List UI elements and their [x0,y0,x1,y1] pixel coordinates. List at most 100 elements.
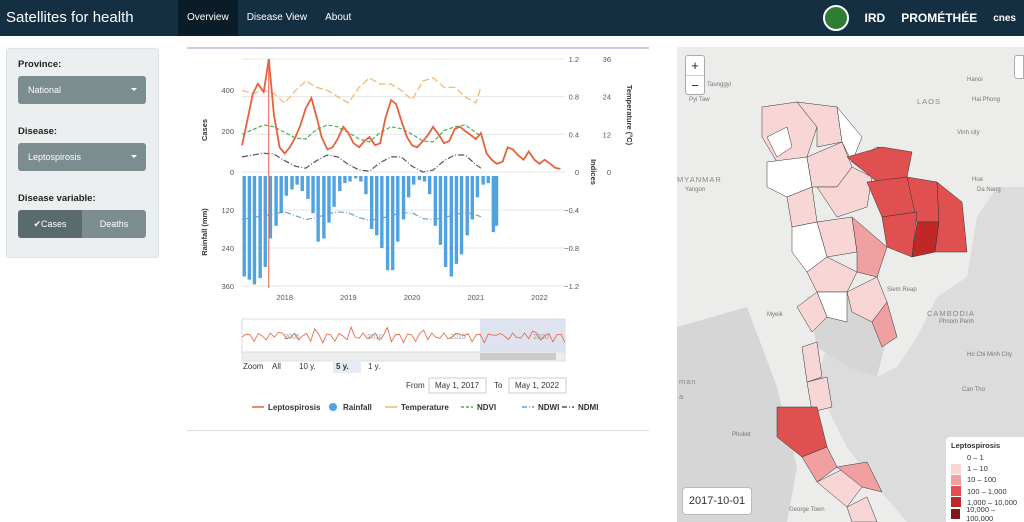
tab-disease-view[interactable]: Disease View [246,12,308,23]
zoom-out-button[interactable]: − [686,75,704,94]
indices-tick-label: 1.2 [569,55,579,64]
disease-value: Leptospirosis [28,152,82,162]
map-place-label: Vinh city [957,130,980,136]
chart-panel: 1.2 0.8 0.4 0 −0.4 −0.8 −1.2 36 24 12 0 400 200 0 120 2… [187,45,649,432]
rainfall-bar [396,176,400,242]
rainfall-bar [449,176,453,277]
temperature-tick-label: 36 [603,55,611,64]
rainfall-bar [427,176,432,195]
rainfall-bar [375,176,379,236]
temperature-tick-label: 24 [603,93,611,102]
navbar: Satellites for health surveillance Overv… [0,0,1024,62]
rainfall-bar [491,176,496,233]
to-date-value: May 1, 2022 [515,381,560,390]
legend-label: 10 – 100 [967,475,997,485]
navigator-tick-label: 2020 [533,334,549,341]
rainfall-bar [475,176,480,198]
rainfall-bar [486,176,490,184]
navigator-tick-label: 2010 [367,334,383,341]
indices-tick-label: 0.8 [569,93,579,102]
legend-rainfall-marker [329,403,337,411]
rainfall-bar [348,176,352,182]
check-icon: ✔ [33,219,42,229]
legend-row: 10 – 100 [951,474,1019,485]
navigator-series-line [241,325,566,344]
tab-about[interactable]: About [325,12,352,23]
rainfall-bar [470,176,475,220]
sidebar-panel: Province: National Disease: Leptospirosi… [6,48,159,258]
disease-select[interactable]: Leptospirosis [18,143,146,171]
legend-row: 100 – 1,000 [951,486,1019,497]
chart-divider [187,430,649,431]
province-shapes[interactable] [761,101,968,522]
legend-item-label: NDMI [578,403,598,412]
x-tick-label: 2019 [340,293,357,302]
rainfall-bar [454,176,459,264]
legend-row: 1,000 – 10,000 [951,497,1019,508]
indices-tick-label: −0.8 [564,244,579,253]
zoom-button: All [272,362,281,371]
legend-item-label: Temperature [401,403,449,412]
cnes-logo: cnes [993,12,1016,24]
rainfall-bar [494,176,499,226]
rainfall-bar [417,176,422,180]
map-panel[interactable]: + − LAOS MYANMAR CAMBODIA man a Taunggyi Pyi T… [677,47,1024,522]
rainfall-bar [306,176,310,199]
rainfall-bar [284,176,288,196]
province-shape-29 [836,461,883,493]
rainfall-bar [385,176,390,271]
deaths-option[interactable]: Deaths [82,210,146,238]
map-zoom-control: + − [685,55,705,95]
partner-logos: IRD PROMÉTHÉE cnes [822,0,1024,36]
zoom-in-button[interactable]: + [691,58,699,73]
temperature-axis-title: Temperature (°C) [625,85,634,146]
rainfall-bar [332,176,336,207]
temperature-line [241,77,482,104]
from-label: From [406,381,425,390]
indices-tick-label: 0.4 [569,130,579,139]
map-canvas[interactable] [677,47,1024,522]
indices-axis-title: Indices [589,159,598,185]
map-place-label: Hanoi [967,77,983,83]
province-shape-10 [846,146,913,183]
rainfall-bar [443,176,448,267]
rainfall-bar [343,176,347,184]
map-country-label: CAMBODIA [927,309,976,318]
rainfall-bar [295,176,299,185]
province-shape-21 [871,301,898,348]
rainfall-bar [327,176,331,223]
cases-axis-title: Cases [200,119,209,141]
variable-label: Disease variable: [18,193,96,204]
map-place-label: Phuket [732,432,751,438]
rainfall-axis-title: Rainfall (mm) [200,208,209,256]
legend-swatch [951,452,961,463]
legend-label: 1 – 10 [967,464,988,474]
tab-overview[interactable]: Overview [178,0,238,36]
app-title[interactable]: Satellites for health surveillance [6,9,134,62]
x-tick-label: 2020 [404,293,421,302]
province-shape-25 [806,376,833,413]
province-shape-15 [934,181,968,253]
rainfall-bar [369,176,374,229]
rainfall-bar [338,176,342,191]
rainfall-bar [279,176,283,214]
cases-option[interactable]: ✔Cases [18,210,82,238]
rainfall-bar [311,176,315,214]
province-shape-31 [766,126,793,158]
indices-tick-label: −0.4 [564,206,579,215]
to-date-input [508,377,567,394]
legend-swatch [951,497,961,508]
province-select[interactable]: National [18,76,146,104]
variable-toggle: ✔Cases Deaths [18,210,146,238]
rainfall-bar [268,176,273,239]
rainfall-bar [274,176,278,226]
legend-swatch [951,474,961,485]
rainfall-bar [438,176,443,245]
rainfall-bar [433,176,438,226]
province-shape-14 [881,211,918,258]
layers-icon[interactable] [1014,55,1024,79]
rainfall-bar [359,176,363,182]
cases-tick-label: 0 [230,168,234,177]
